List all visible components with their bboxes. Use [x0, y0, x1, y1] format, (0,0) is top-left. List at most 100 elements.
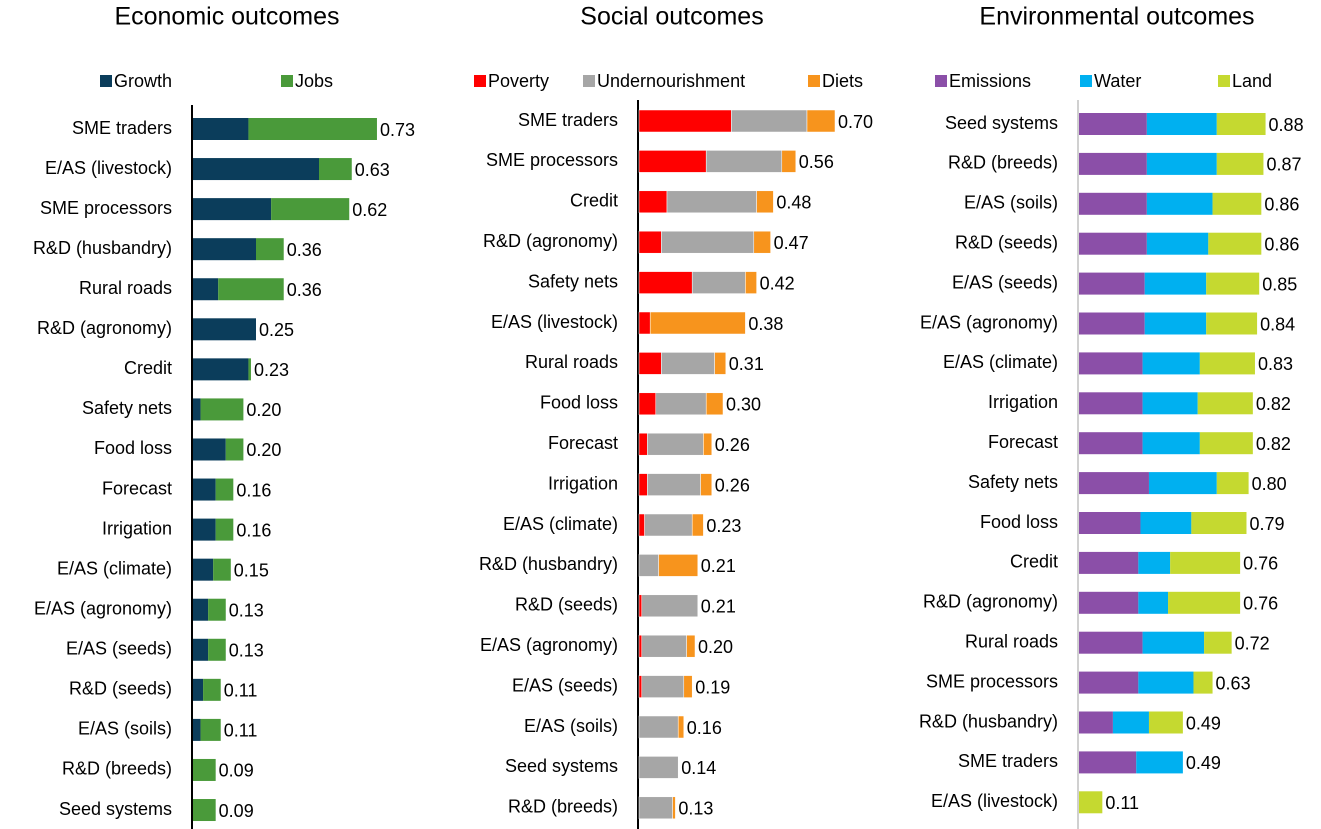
bar-segment — [193, 398, 201, 421]
category-label: E/AS (climate) — [943, 352, 1058, 372]
bar-segment — [208, 638, 226, 661]
total-label: 0.88 — [1269, 115, 1304, 135]
total-label: 0.19 — [695, 677, 730, 697]
bar-segment — [1212, 192, 1262, 215]
bar-segment — [1191, 512, 1247, 534]
category-label: E/AS (soils) — [524, 716, 618, 736]
bar-segment — [691, 513, 704, 537]
bar-segment — [193, 198, 272, 221]
total-label: 0.86 — [1264, 234, 1299, 254]
bar-segment — [1142, 392, 1198, 415]
category-label: Credit — [570, 191, 618, 211]
bar-segment — [686, 634, 696, 658]
bar-segment — [781, 150, 797, 173]
bar-segment — [215, 518, 234, 541]
category-label: Credit — [1010, 552, 1058, 572]
total-label: 0.47 — [774, 233, 809, 253]
bar-segment — [638, 756, 679, 779]
legend-swatch — [100, 75, 112, 87]
bar-segment — [638, 109, 732, 133]
bar-segment — [1079, 751, 1137, 774]
bar-segment — [193, 758, 216, 781]
legend-swatch — [1080, 75, 1092, 87]
bar-segment — [647, 473, 701, 496]
bar-segment — [1138, 551, 1171, 574]
legend-label: Jobs — [295, 71, 333, 91]
bar-segment — [1146, 113, 1217, 135]
bar-segment — [1079, 472, 1149, 495]
category-label: E/AS (agronomy) — [920, 312, 1058, 332]
bar-segment — [661, 352, 715, 375]
total-label: 0.20 — [246, 440, 281, 460]
bar-segment — [193, 118, 249, 140]
category-label: E/AS (climate) — [57, 558, 172, 578]
category-label: R&D (breeds) — [508, 797, 618, 817]
category-label: R&D (husbandry) — [33, 238, 172, 258]
category-label: Forecast — [988, 432, 1058, 452]
legend-label: Growth — [114, 71, 172, 91]
total-label: 0.30 — [726, 395, 761, 415]
bar-segment — [638, 473, 648, 496]
bar-segment — [193, 598, 209, 621]
bar-segment — [638, 675, 643, 698]
bar-segment — [731, 109, 808, 133]
total-label: 0.11 — [1105, 793, 1139, 813]
category-label: Seed systems — [505, 756, 618, 776]
total-label: 0.48 — [776, 193, 811, 213]
bar-segment — [638, 513, 645, 537]
total-label: 0.13 — [229, 641, 264, 661]
bar-segment — [1193, 671, 1213, 694]
bar-segment — [208, 598, 226, 621]
total-label: 0.26 — [715, 435, 750, 455]
total-label: 0.82 — [1256, 434, 1291, 454]
category-label: Rural roads — [79, 278, 172, 298]
bar-segment — [248, 358, 251, 381]
total-label: 0.42 — [760, 273, 795, 293]
total-label: 0.79 — [1249, 514, 1284, 534]
bar-segment — [691, 271, 746, 294]
category-label: R&D (breeds) — [62, 759, 172, 779]
total-label: 0.83 — [1258, 354, 1293, 374]
bar-segment — [705, 150, 783, 173]
total-label: 0.56 — [799, 152, 834, 172]
bar-segment — [1079, 272, 1145, 295]
category-label: E/AS (seeds) — [66, 639, 172, 659]
total-label: 0.87 — [1266, 155, 1301, 175]
total-label: 0.85 — [1262, 274, 1297, 294]
total-label: 0.49 — [1186, 713, 1221, 733]
bar-segment — [193, 158, 319, 181]
bar-segment — [1079, 551, 1139, 574]
bar-segment — [1199, 432, 1253, 455]
category-label: R&D (seeds) — [955, 232, 1058, 252]
bar-segment — [203, 678, 221, 701]
legend-swatch — [281, 75, 293, 87]
bar-segment — [638, 634, 643, 658]
category-label: R&D (husbandry) — [919, 711, 1058, 731]
bar-segment — [1079, 392, 1143, 415]
bar-segment — [193, 278, 219, 301]
category-label: R&D (agronomy) — [923, 592, 1058, 612]
category-label: SME traders — [72, 118, 172, 138]
total-label: 0.84 — [1260, 314, 1295, 334]
bar-segment — [649, 311, 746, 335]
bar-segment — [193, 678, 204, 701]
bar-segment — [1079, 432, 1143, 455]
category-label: E/AS (soils) — [964, 193, 1058, 213]
bar-segment — [700, 473, 713, 496]
bar-segment — [666, 190, 757, 214]
bar-segment — [1216, 152, 1264, 175]
bar-segment — [1142, 352, 1200, 375]
bar-segment — [647, 432, 704, 456]
total-label: 0.38 — [748, 314, 783, 334]
bar-segment — [1079, 791, 1103, 814]
bar-segment — [1079, 512, 1141, 534]
total-label: 0.09 — [219, 761, 254, 781]
category-label: E/AS (livestock) — [491, 312, 618, 332]
bar-segment — [1079, 152, 1147, 175]
total-label: 0.70 — [838, 112, 873, 132]
category-label: R&D (seeds) — [515, 595, 618, 615]
legend-swatch — [1218, 75, 1230, 87]
bar-segment — [714, 352, 727, 375]
bar-segment — [638, 271, 693, 294]
bar-segment — [745, 271, 757, 294]
